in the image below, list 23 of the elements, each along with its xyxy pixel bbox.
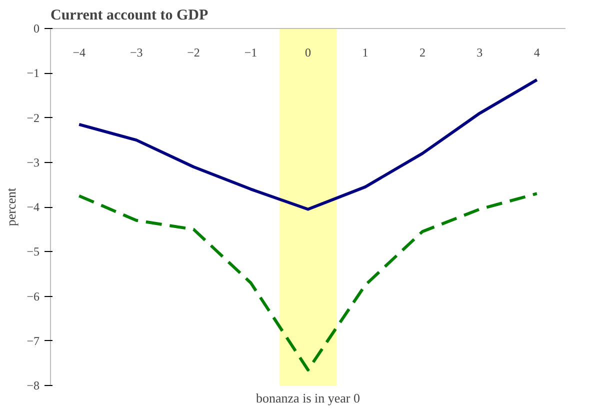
x-tick-label: 0 xyxy=(305,46,311,60)
x-tick-label: 3 xyxy=(476,46,483,60)
x-tick-label: −2 xyxy=(187,46,200,60)
y-tick-label: −6 xyxy=(26,289,40,304)
y-tick-label: −7 xyxy=(26,334,40,348)
x-tick-label: −3 xyxy=(130,46,143,60)
y-tick-label: −2 xyxy=(26,110,40,125)
line-series xyxy=(78,192,538,372)
x-tick-label: 2 xyxy=(419,46,426,60)
x-tick-label: 1 xyxy=(362,46,368,60)
y-tick-label: −4 xyxy=(26,200,40,214)
x-tick-label: −4 xyxy=(72,46,86,60)
x-tick-label: −1 xyxy=(244,46,258,60)
y-tick-label: −5 xyxy=(26,244,40,259)
y-tick-label: 0 xyxy=(34,22,40,36)
y-tick-label: −3 xyxy=(26,155,40,170)
chart-title: Current account to GDP xyxy=(50,8,208,24)
x-tick-label: 4 xyxy=(534,46,540,60)
y-tick-label: −8 xyxy=(26,378,40,392)
x-axis-title: bonanza is in year 0 xyxy=(256,390,360,406)
y-tick-label: −1 xyxy=(26,66,40,80)
line-series xyxy=(78,78,538,211)
y-axis-title: percent xyxy=(4,187,19,226)
